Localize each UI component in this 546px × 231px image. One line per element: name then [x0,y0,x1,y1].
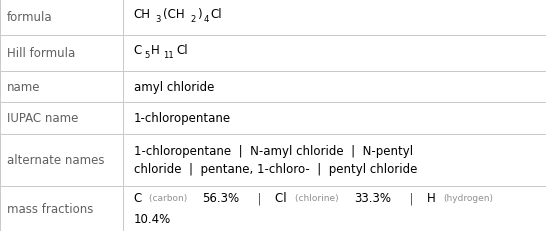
Text: name: name [7,81,40,94]
Text: (CH: (CH [163,8,184,21]
Text: 5: 5 [144,51,150,60]
Text: IUPAC name: IUPAC name [7,112,78,125]
Text: 4: 4 [204,15,209,24]
Text: Cl: Cl [176,44,188,57]
Text: 10.4%: 10.4% [134,212,171,225]
Text: Hill formula: Hill formula [7,47,75,60]
Text: (carbon): (carbon) [149,194,191,203]
Text: (chlorine): (chlorine) [295,194,341,203]
Text: alternate names: alternate names [7,153,104,167]
Text: 2: 2 [191,15,196,24]
Text: Cl: Cl [275,192,290,205]
Text: C: C [134,44,142,57]
Text: Cl: Cl [210,8,222,21]
Text: 3: 3 [156,15,161,24]
Text: |: | [250,192,269,205]
Text: |: | [402,192,422,205]
Text: 56.3%: 56.3% [203,192,240,205]
Text: C: C [134,192,146,205]
Text: H: H [427,192,440,205]
Text: formula: formula [7,11,52,24]
Text: 11: 11 [163,51,174,60]
Text: CH: CH [134,8,151,21]
Text: 1-chloropentane: 1-chloropentane [134,112,231,125]
Text: amyl chloride: amyl chloride [134,81,214,94]
Text: (hydrogen): (hydrogen) [443,194,493,203]
Text: mass fractions: mass fractions [7,202,93,215]
Text: ): ) [198,8,202,21]
Text: H: H [151,44,160,57]
Text: 33.3%: 33.3% [354,192,391,205]
Text: 1-chloropentane  |  N-amyl chloride  |  N-pentyl
chloride  |  pentane, 1-chloro-: 1-chloropentane | N-amyl chloride | N-pe… [134,145,417,175]
